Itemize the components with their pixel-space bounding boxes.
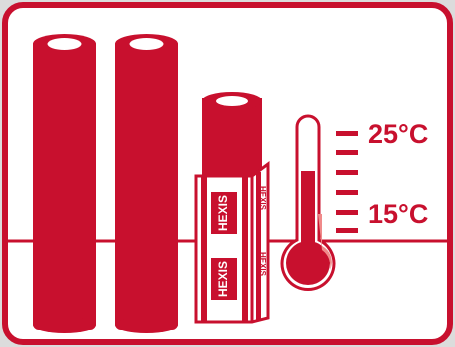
- hexis-logo-mark-side: HEXIS HEXIS: [258, 186, 267, 277]
- roll-icon: [115, 34, 178, 333]
- max-temperature-label: 25°C: [368, 119, 429, 149]
- roll-icon: [33, 34, 96, 333]
- thermometer-scale: [336, 131, 358, 233]
- hexis-logo-mark: HEXIS: [211, 192, 237, 234]
- svg-text:HEXIS: HEXIS: [258, 186, 267, 211]
- svg-text:HEXIS: HEXIS: [216, 195, 230, 231]
- wrapped-roll-icon: HEXIS HEXIS HEXIS HEXIS: [194, 92, 270, 324]
- hexis-logo-mark: HEXIS: [211, 258, 237, 300]
- thermometer-icon: [280, 114, 336, 292]
- min-temperature-label: 15°C: [368, 199, 429, 229]
- svg-text:HEXIS: HEXIS: [258, 252, 267, 277]
- svg-text:HEXIS: HEXIS: [216, 261, 230, 297]
